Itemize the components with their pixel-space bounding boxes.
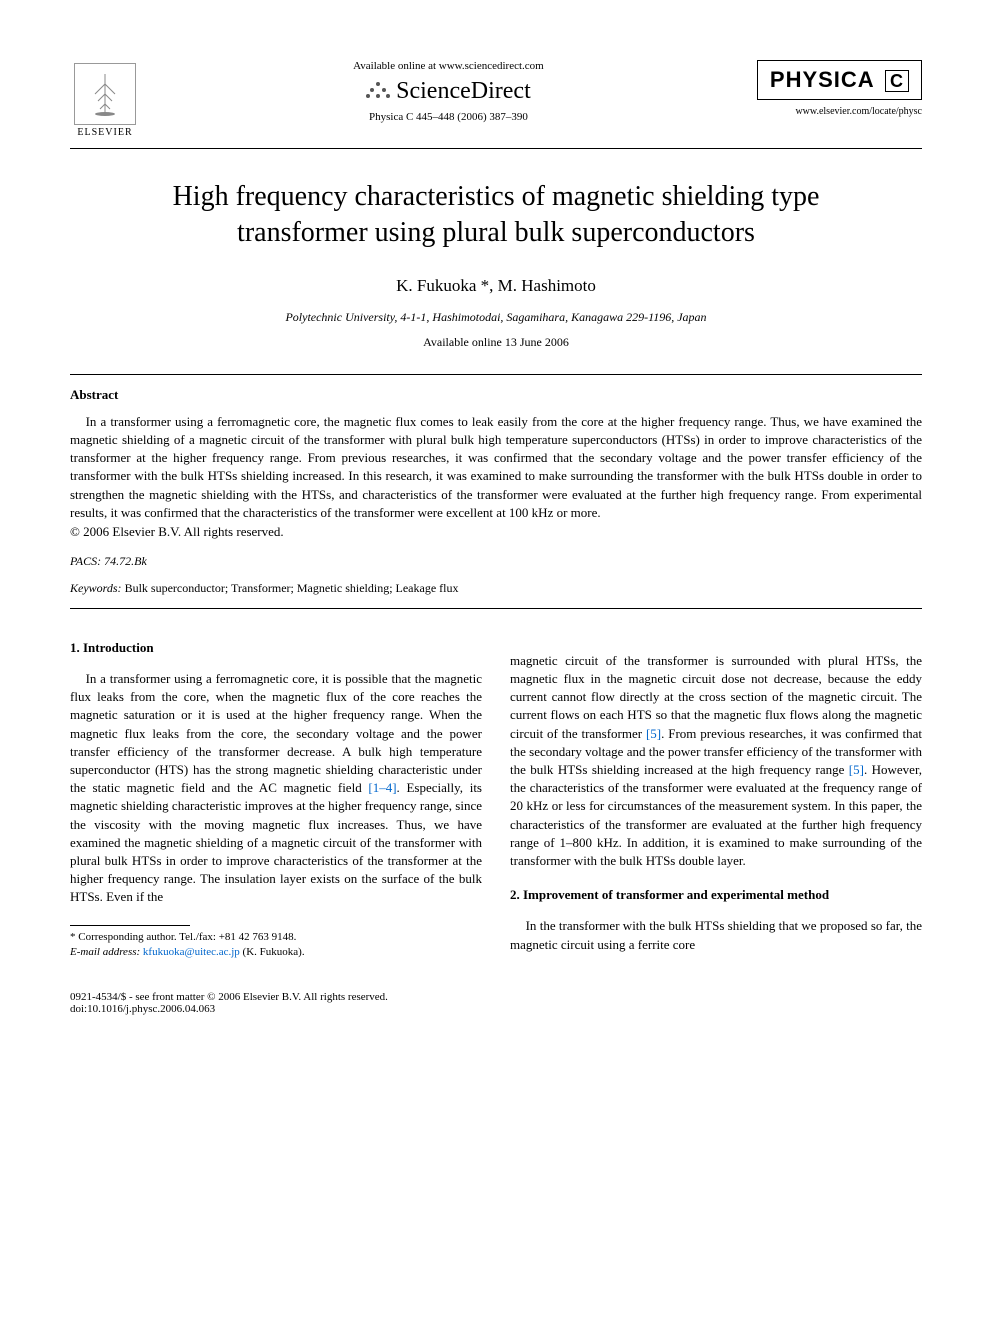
footnote-rule [70,925,190,926]
email-line: E-mail address: kfukuoka@uitec.ac.jp (K.… [70,945,482,960]
email-label: E-mail address: [70,946,140,958]
header-rule [70,148,922,149]
keywords-value: Bulk superconductor; Transformer; Magnet… [125,581,459,595]
intro-paragraph: In a transformer using a ferromagnetic c… [70,670,482,906]
physica-suffix: C [885,70,909,92]
email-link[interactable]: kfukuoka@uitec.ac.jp [143,946,240,958]
physica-block: PHYSICA C www.elsevier.com/locate/physc [757,60,922,117]
pacs-label: PACS: [70,554,101,568]
email-tail: (K. Fukuoka). [243,946,305,958]
journal-url: www.elsevier.com/locate/physc [757,106,922,117]
physica-journal-box: PHYSICA C [757,60,922,100]
intro-text-a: In a transformer using a ferromagnetic c… [70,671,482,795]
corresponding-author-footnote: * Corresponding author. Tel./fax: +81 42… [70,930,482,961]
column-left: 1. Introduction In a transformer using a… [70,639,482,967]
elsevier-logo: ELSEVIER [70,60,140,140]
header-row: ELSEVIER Available online at www.science… [70,60,922,140]
reference-link-1-4[interactable]: [1–4] [368,780,396,795]
sciencedirect-logo: ScienceDirect [140,78,757,105]
journal-reference: Physica C 445–448 (2006) 387–390 [140,111,757,123]
keywords-label: Keywords: [70,581,122,595]
elsevier-label: ELSEVIER [77,127,132,138]
pacs-value: 74.72.Bk [104,554,147,568]
keywords-line: Keywords: Bulk superconductor; Transform… [70,581,922,596]
elsevier-tree-icon [74,63,136,125]
authors: K. Fukuoka *, M. Hashimoto [70,276,922,296]
sciencedirect-text: ScienceDirect [396,78,531,105]
body-columns: 1. Introduction In a transformer using a… [70,639,922,967]
available-date: Available online 13 June 2006 [70,335,922,350]
footer: 0921-4534/$ - see front matter © 2006 El… [70,991,922,1015]
abstract-text: In a transformer using a ferromagnetic c… [70,413,922,522]
footer-line-2: doi:10.1016/j.physc.2006.04.063 [70,1003,922,1015]
section-2-heading: 2. Improvement of transformer and experi… [510,886,922,904]
center-header: Available online at www.sciencedirect.co… [140,60,757,123]
column-right: magnetic circuit of the transformer is s… [510,639,922,967]
intro-text-b: . Especially, its magnetic shielding cha… [70,780,482,904]
available-online-text: Available online at www.sciencedirect.co… [140,60,757,72]
footer-line-1: 0921-4534/$ - see front matter © 2006 El… [70,991,922,1003]
corresponding-line: * Corresponding author. Tel./fax: +81 42… [70,930,482,945]
section-2-paragraph: In the transformer with the bulk HTSs sh… [510,917,922,953]
abstract-bottom-rule [70,608,922,609]
physica-label: PHYSICA [770,67,874,92]
article-title: High frequency characteristics of magnet… [130,179,862,252]
reference-link-5a[interactable]: [5] [646,726,661,741]
abstract-heading: Abstract [70,387,922,403]
pacs-line: PACS: 74.72.Bk [70,554,922,569]
abstract-top-rule [70,374,922,375]
section-1-heading: 1. Introduction [70,639,482,657]
col2-text-c: . However, the characteristics of the tr… [510,762,922,868]
intro-continuation: magnetic circuit of the transformer is s… [510,652,922,870]
abstract-copyright: © 2006 Elsevier B.V. All rights reserved… [70,524,922,540]
sciencedirect-dots-icon [366,80,390,104]
reference-link-5b[interactable]: [5] [849,762,864,777]
affiliation: Polytechnic University, 4-1-1, Hashimoto… [70,310,922,325]
